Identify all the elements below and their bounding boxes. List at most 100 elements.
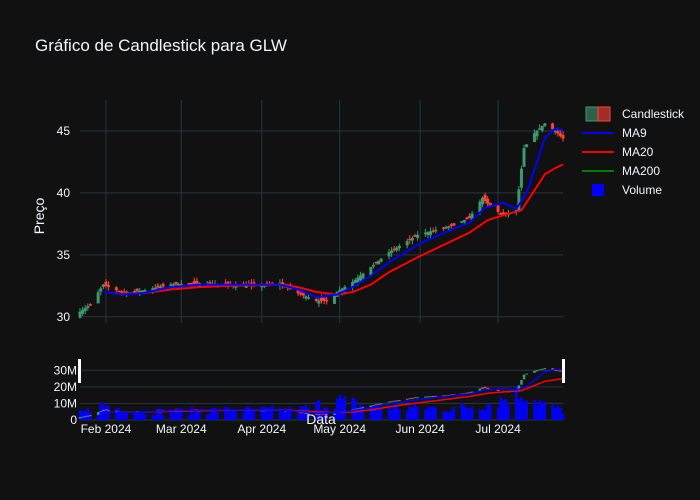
candle-body[interactable] <box>322 297 326 301</box>
candle-body[interactable] <box>551 123 555 130</box>
price-plot[interactable] <box>78 122 565 319</box>
candle-body[interactable] <box>158 286 163 289</box>
candle-body[interactable] <box>543 123 547 126</box>
candle-body[interactable] <box>561 134 565 139</box>
legend-item-candlestick[interactable]: Candlestick <box>585 106 685 122</box>
candle-body[interactable] <box>496 205 500 212</box>
candle-body[interactable] <box>174 281 178 285</box>
candle-body[interactable] <box>499 213 503 215</box>
legend-item-ma20[interactable]: MA20 <box>582 145 654 159</box>
candle-body[interactable] <box>187 283 191 285</box>
candle-body[interactable] <box>99 288 103 292</box>
candle-body[interactable] <box>431 230 435 232</box>
candle-body[interactable] <box>314 298 318 301</box>
candle-body[interactable] <box>540 125 544 131</box>
volume-bar <box>247 406 251 420</box>
candle-body[interactable] <box>83 307 87 312</box>
candle-body[interactable] <box>374 261 378 264</box>
candle-body[interactable] <box>161 283 165 287</box>
candle-body[interactable] <box>423 232 427 235</box>
legend-item-ma9[interactable]: MA9 <box>582 126 647 140</box>
candle-body[interactable] <box>140 290 144 293</box>
candle-body[interactable] <box>444 227 448 229</box>
candle-body[interactable] <box>377 260 381 265</box>
candle-body[interactable] <box>486 198 490 204</box>
candle-body[interactable] <box>299 292 303 295</box>
candle-body[interactable] <box>434 229 438 232</box>
candle-body[interactable] <box>462 219 466 223</box>
candle-body[interactable] <box>460 221 464 223</box>
candle-body[interactable] <box>392 248 396 251</box>
candle-body[interactable] <box>301 292 305 296</box>
candle-body[interactable] <box>410 237 414 241</box>
candle-body[interactable] <box>379 258 383 262</box>
candle-body[interactable] <box>135 288 139 292</box>
candle-body[interactable] <box>390 250 394 254</box>
candle-body[interactable] <box>483 194 487 202</box>
candle-body[interactable] <box>525 144 529 148</box>
candle-body[interactable] <box>429 231 433 235</box>
candle-body[interactable] <box>208 281 212 285</box>
candle-body[interactable] <box>413 235 417 237</box>
candle-body[interactable] <box>101 284 105 287</box>
candle-body[interactable] <box>538 128 542 130</box>
legend-item-volume[interactable]: Volume <box>592 183 662 197</box>
candle-body[interactable] <box>465 217 469 220</box>
candle-body[interactable] <box>452 223 456 226</box>
candle-body[interactable] <box>117 290 121 293</box>
candle-body[interactable] <box>325 299 329 302</box>
candle-body[interactable] <box>192 281 196 284</box>
candle-body[interactable] <box>556 130 560 134</box>
candle-body[interactable] <box>133 291 137 293</box>
candle-body[interactable] <box>358 275 362 281</box>
candle-body[interactable] <box>156 285 160 288</box>
candle-body[interactable] <box>519 168 523 188</box>
legend[interactable]: Candlestick MA9 MA20 MA200 Volume <box>582 106 685 197</box>
candle-body[interactable] <box>338 290 342 292</box>
candle-body[interactable] <box>558 133 562 137</box>
candle-body[interactable] <box>535 130 539 137</box>
candle-body[interactable] <box>120 291 124 293</box>
candle-body[interactable] <box>114 287 118 291</box>
candle-body[interactable] <box>442 227 446 230</box>
candle-body[interactable] <box>397 245 401 249</box>
candle-body[interactable] <box>361 273 365 279</box>
candle-body[interactable] <box>405 241 409 246</box>
candle-body[interactable] <box>78 311 82 318</box>
range-handle-left[interactable] <box>78 359 81 383</box>
candle-body[interactable] <box>81 309 85 314</box>
candle-body[interactable] <box>371 264 375 267</box>
candle-body[interactable] <box>426 231 430 235</box>
candle-body[interactable] <box>96 292 100 304</box>
candle-body[interactable] <box>190 282 194 285</box>
candle-body[interactable] <box>416 234 420 238</box>
candle-body[interactable] <box>522 148 526 167</box>
candle-body[interactable] <box>86 306 90 309</box>
candle-body[interactable] <box>304 296 308 299</box>
range-handle-right[interactable] <box>562 359 565 383</box>
candle-body[interactable] <box>447 226 451 228</box>
candle-body[interactable] <box>468 215 472 218</box>
candle-body[interactable] <box>195 280 199 284</box>
candle-body[interactable] <box>395 247 399 251</box>
candle-body[interactable] <box>171 284 175 286</box>
candle-body[interactable] <box>480 197 485 205</box>
candle-body[interactable] <box>104 281 108 286</box>
candle-body[interactable] <box>553 130 557 133</box>
candle-body[interactable] <box>449 224 453 227</box>
candle-body[interactable] <box>138 290 142 293</box>
candle-body[interactable] <box>353 279 357 284</box>
candle-body[interactable] <box>107 284 111 287</box>
candle-body[interactable] <box>319 297 324 301</box>
candle-body[interactable] <box>532 133 536 143</box>
candle-body[interactable] <box>387 252 391 257</box>
candle-body[interactable] <box>88 304 92 306</box>
candle-body[interactable] <box>307 297 311 299</box>
range-slider[interactable] <box>78 359 565 420</box>
candle-body[interactable] <box>317 300 321 304</box>
legend-item-ma200[interactable]: MA200 <box>582 164 660 178</box>
candle-body[interactable] <box>408 238 412 241</box>
mini-candle <box>538 369 541 371</box>
candle-body[interactable] <box>356 277 360 282</box>
candle-body[interactable] <box>478 201 482 213</box>
